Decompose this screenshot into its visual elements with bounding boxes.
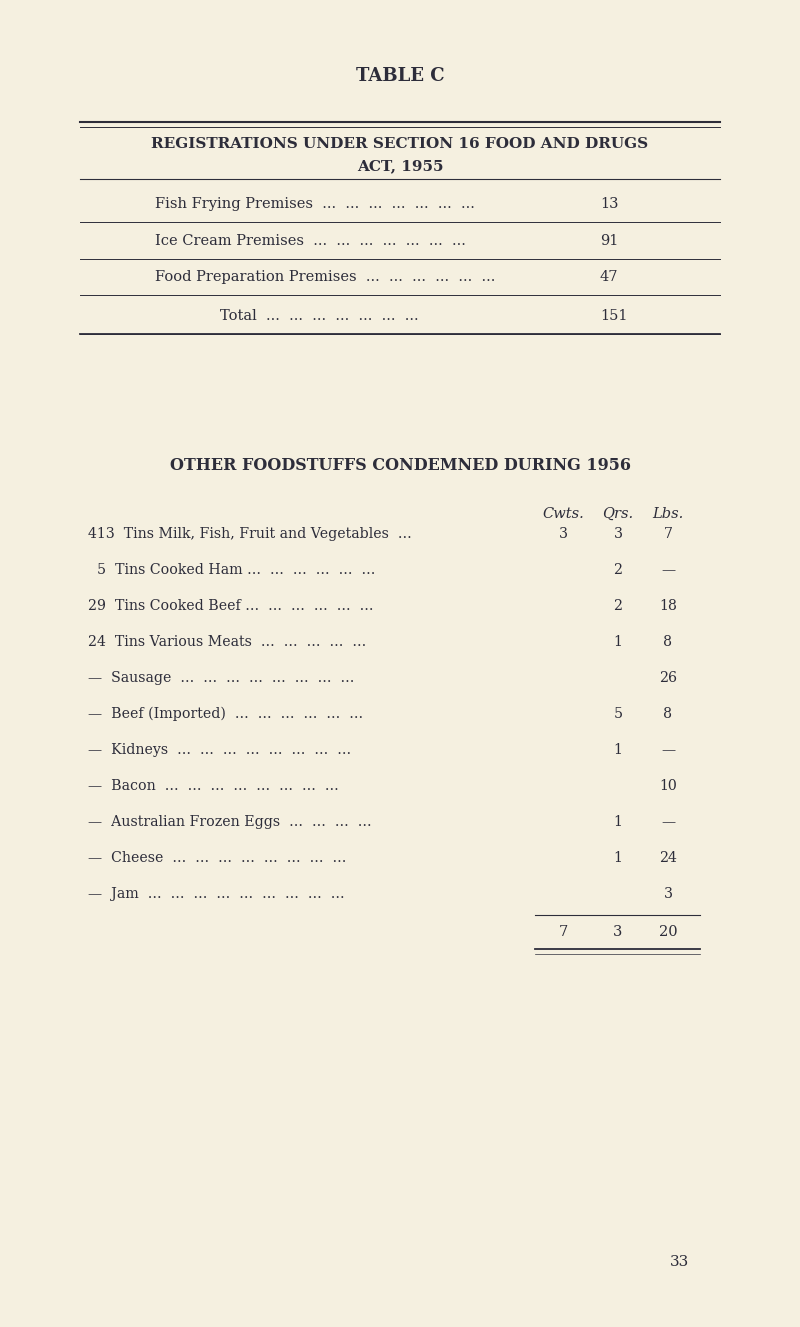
Text: —  Australian Frozen Eggs  ...  ...  ...  ...: — Australian Frozen Eggs ... ... ... ... [88, 815, 372, 829]
Text: —  Sausage  ...  ...  ...  ...  ...  ...  ...  ...: — Sausage ... ... ... ... ... ... ... ..… [88, 671, 354, 685]
Text: 3: 3 [663, 886, 673, 901]
Text: 3: 3 [558, 527, 567, 541]
Text: Qrs.: Qrs. [602, 507, 634, 522]
Text: —  Jam  ...  ...  ...  ...  ...  ...  ...  ...  ...: — Jam ... ... ... ... ... ... ... ... ..… [88, 886, 345, 901]
Text: Fish Frying Premises  ...  ...  ...  ...  ...  ...  ...: Fish Frying Premises ... ... ... ... ...… [155, 196, 475, 211]
Text: 8: 8 [663, 707, 673, 721]
Text: 151: 151 [600, 309, 627, 322]
Text: 5  Tins Cooked Ham ...  ...  ...  ...  ...  ...: 5 Tins Cooked Ham ... ... ... ... ... ..… [88, 563, 375, 577]
Text: OTHER FOODSTUFFS CONDEMNED DURING 1956: OTHER FOODSTUFFS CONDEMNED DURING 1956 [170, 456, 630, 474]
Text: 1: 1 [614, 851, 622, 865]
Text: —: — [661, 815, 675, 829]
Text: REGISTRATIONS UNDER SECTION 16 FOOD AND DRUGS: REGISTRATIONS UNDER SECTION 16 FOOD AND … [151, 137, 649, 151]
Text: 24: 24 [659, 851, 677, 865]
Text: 26: 26 [659, 671, 677, 685]
Text: 5: 5 [614, 707, 622, 721]
Text: 29  Tins Cooked Beef ...  ...  ...  ...  ...  ...: 29 Tins Cooked Beef ... ... ... ... ... … [88, 598, 374, 613]
Text: 1: 1 [614, 815, 622, 829]
Text: 7: 7 [663, 527, 673, 541]
Text: 33: 33 [670, 1255, 690, 1269]
Text: 13: 13 [600, 196, 618, 211]
Text: 7: 7 [558, 925, 568, 940]
Text: 413  Tins Milk, Fish, Fruit and Vegetables  ...: 413 Tins Milk, Fish, Fruit and Vegetable… [88, 527, 412, 541]
Text: —  Bacon  ...  ...  ...  ...  ...  ...  ...  ...: — Bacon ... ... ... ... ... ... ... ... [88, 779, 338, 794]
Text: Cwts.: Cwts. [542, 507, 584, 522]
Text: Lbs.: Lbs. [652, 507, 684, 522]
Text: 18: 18 [659, 598, 677, 613]
Text: ACT, 1955: ACT, 1955 [357, 159, 443, 173]
Text: Total  ...  ...  ...  ...  ...  ...  ...: Total ... ... ... ... ... ... ... [220, 309, 418, 322]
Text: 20: 20 [658, 925, 678, 940]
Text: 91: 91 [600, 234, 618, 248]
Text: 1: 1 [614, 636, 622, 649]
Text: 2: 2 [614, 598, 622, 613]
Text: Food Preparation Premises  ...  ...  ...  ...  ...  ...: Food Preparation Premises ... ... ... ..… [155, 269, 495, 284]
Text: —: — [661, 563, 675, 577]
Text: 24  Tins Various Meats  ...  ...  ...  ...  ...: 24 Tins Various Meats ... ... ... ... ..… [88, 636, 366, 649]
Text: 3: 3 [614, 925, 622, 940]
Text: 3: 3 [614, 527, 622, 541]
Text: 2: 2 [614, 563, 622, 577]
Text: —  Cheese  ...  ...  ...  ...  ...  ...  ...  ...: — Cheese ... ... ... ... ... ... ... ... [88, 851, 346, 865]
Text: TABLE C: TABLE C [356, 66, 444, 85]
Text: 47: 47 [600, 269, 618, 284]
Text: —: — [661, 743, 675, 756]
Text: —  Kidneys  ...  ...  ...  ...  ...  ...  ...  ...: — Kidneys ... ... ... ... ... ... ... ..… [88, 743, 351, 756]
Text: 8: 8 [663, 636, 673, 649]
Text: 1: 1 [614, 743, 622, 756]
Text: Ice Cream Premises  ...  ...  ...  ...  ...  ...  ...: Ice Cream Premises ... ... ... ... ... .… [155, 234, 466, 248]
Text: —  Beef (Imported)  ...  ...  ...  ...  ...  ...: — Beef (Imported) ... ... ... ... ... ..… [88, 707, 363, 722]
Text: 10: 10 [659, 779, 677, 794]
